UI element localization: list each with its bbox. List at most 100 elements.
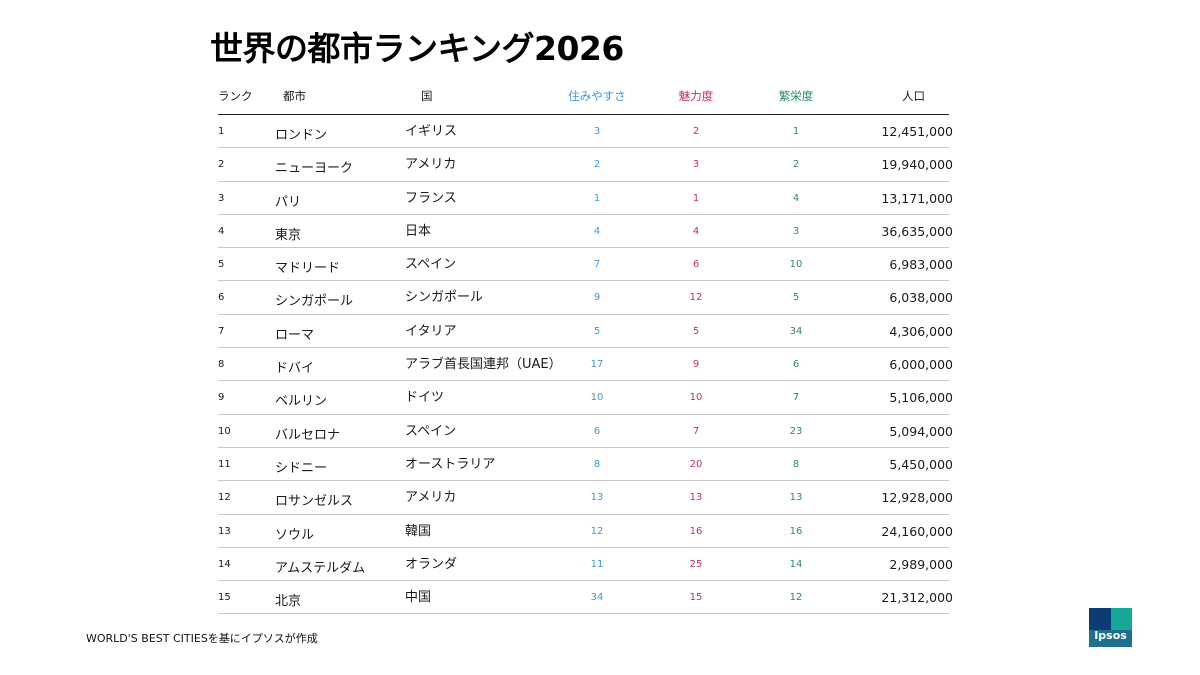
city-cell: ローマ xyxy=(275,327,315,343)
table-row: 5 マドリード スペイン 7 6 10 6,983,000 xyxy=(218,248,953,282)
country-cell: ドイツ xyxy=(405,390,445,406)
attractiveness-cell: 25 xyxy=(689,558,703,570)
country-cell: オーストラリア xyxy=(405,456,496,472)
table-row: 7 ローマ イタリア 5 5 34 4,306,000 xyxy=(218,315,953,349)
attractiveness-cell: 6 xyxy=(692,259,700,271)
prosperity-cell: 13 xyxy=(789,492,803,504)
population-cell: 5,094,000 xyxy=(889,423,953,439)
country-cell: フランス xyxy=(405,190,457,206)
livability-cell: 4 xyxy=(593,225,601,237)
population-cell: 2,989,000 xyxy=(889,556,953,572)
attractiveness-cell: 4 xyxy=(692,225,700,237)
table-row: 1 ロンドン イギリス 3 2 1 12,451,000 xyxy=(218,115,953,149)
country-cell: イタリア xyxy=(405,323,457,339)
table-row: 9 ベルリン ドイツ 10 10 7 5,106,000 xyxy=(218,381,953,415)
table-row: 10 バルセロナ スペイン 6 7 23 5,094,000 xyxy=(218,415,953,448)
rank-cell: 8 xyxy=(218,359,225,371)
rank-cell: 9 xyxy=(218,392,225,404)
ranking-table: ランク 都市 国 住みやすさ 魅力度 繁栄度 人口 1 ロンドン イギリス 3 2 1 12… xyxy=(218,82,953,615)
attractiveness-cell: 20 xyxy=(689,458,703,470)
table-row: 15 北京 中国 34 15 12 21,312,000 xyxy=(218,581,953,615)
livability-cell: 2 xyxy=(593,159,601,171)
livability-cell: 34 xyxy=(590,592,604,604)
livability-cell: 13 xyxy=(590,492,604,504)
prosperity-cell: 4 xyxy=(792,192,800,204)
country-cell: 韓国 xyxy=(405,523,432,539)
livability-cell: 10 xyxy=(590,392,604,404)
rank-cell: 2 xyxy=(218,159,225,171)
header-prosperity: 繁栄度 xyxy=(778,89,814,103)
rank-cell: 10 xyxy=(218,425,231,437)
attractiveness-cell: 13 xyxy=(689,492,703,504)
rank-cell: 14 xyxy=(218,558,231,570)
prosperity-cell: 6 xyxy=(792,359,800,371)
rank-cell: 13 xyxy=(218,525,231,537)
table-row: 14 アムステルダム オランダ 11 25 14 2,989,000 xyxy=(218,548,953,582)
ipsos-logo: Ipsos xyxy=(1089,608,1132,647)
livability-cell: 11 xyxy=(590,558,604,570)
population-cell: 24,160,000 xyxy=(881,523,953,539)
city-cell: パリ xyxy=(275,194,302,210)
attractiveness-cell: 15 xyxy=(689,592,703,604)
header-city: 都市 xyxy=(283,89,306,103)
table-row: 12 ロサンゼルス アメリカ 13 13 13 12,928,000 xyxy=(218,481,953,515)
population-cell: 4,306,000 xyxy=(889,323,953,339)
city-cell: 北京 xyxy=(275,594,302,610)
table-body: 1 ロンドン イギリス 3 2 1 12,451,000 2 ニューヨークアメリカ 2 3 2 19,9… xyxy=(218,115,953,615)
city-cell: バルセロナ xyxy=(275,427,341,443)
livability-cell: 3 xyxy=(593,126,601,137)
table-header: ランク 都市 国 住みやすさ 魅力度 繁栄度 人口 xyxy=(218,82,949,115)
rank-cell: 11 xyxy=(218,458,231,470)
country-cell: スペイン xyxy=(405,257,457,273)
city-cell: ドバイ xyxy=(275,361,315,377)
city-cell: ベルリン xyxy=(275,394,328,410)
rank-cell: 15 xyxy=(218,592,231,604)
city-cell: ニューヨーク xyxy=(275,161,354,177)
livability-cell: 17 xyxy=(590,359,604,371)
prosperity-cell: 10 xyxy=(789,259,803,271)
country-cell: アメリカ xyxy=(405,490,457,506)
header-attractiveness: 魅力度 xyxy=(678,89,714,103)
prosperity-cell: 1 xyxy=(792,126,800,137)
table-row: 13 ソウル 韓国 12 16 16 24,160,000 xyxy=(218,515,953,548)
city-cell: マドリード xyxy=(275,261,341,277)
header-population: 人口 xyxy=(902,89,925,103)
table-row: 11 シドニー オーストラリア 8 20 8 5,450,000 xyxy=(218,448,953,482)
attractiveness-cell: 12 xyxy=(689,292,703,304)
livability-cell: 1 xyxy=(593,192,601,204)
prosperity-cell: 5 xyxy=(792,292,800,304)
city-cell: ロンドン xyxy=(275,128,328,143)
rank-cell: 1 xyxy=(218,126,225,137)
country-cell: 日本 xyxy=(405,223,432,239)
prosperity-cell: 2 xyxy=(792,159,800,171)
header-country: 国 xyxy=(421,89,433,103)
population-cell: 19,940,000 xyxy=(881,157,953,173)
population-cell: 13,171,000 xyxy=(881,190,953,206)
logo-text: Ipsos xyxy=(1094,629,1127,642)
prosperity-cell: 3 xyxy=(792,225,800,237)
rank-cell: 6 xyxy=(218,292,225,304)
population-cell: 6,000,000 xyxy=(889,357,953,373)
attractiveness-cell: 2 xyxy=(692,126,700,137)
table-row: 2 ニューヨーク アメリカ 2 3 2 19,940,000 xyxy=(218,148,953,182)
population-cell: 12,451,000 xyxy=(881,124,953,139)
prosperity-cell: 8 xyxy=(792,458,800,470)
rank-cell: 5 xyxy=(218,259,225,271)
city-cell: ソウル xyxy=(275,527,315,543)
city-cell: ロサンゼルス xyxy=(275,494,354,510)
population-cell: 6,038,000 xyxy=(889,290,953,306)
country-cell: アラブ首長国連邦（UAE） xyxy=(405,357,562,373)
livability-cell: 8 xyxy=(593,458,601,470)
prosperity-cell: 12 xyxy=(789,592,803,604)
population-cell: 6,983,000 xyxy=(889,257,953,273)
population-cell: 5,450,000 xyxy=(889,456,953,472)
attractiveness-cell: 10 xyxy=(689,392,703,404)
attractiveness-cell: 3 xyxy=(692,159,700,171)
country-cell: イギリス xyxy=(405,124,458,139)
logo-accent-block xyxy=(1111,608,1132,630)
livability-cell: 7 xyxy=(593,259,601,271)
rank-cell: 7 xyxy=(218,325,225,337)
header-livability: 住みやすさ xyxy=(568,89,626,103)
country-cell: オランダ xyxy=(405,556,458,572)
prosperity-cell: 7 xyxy=(792,392,800,404)
